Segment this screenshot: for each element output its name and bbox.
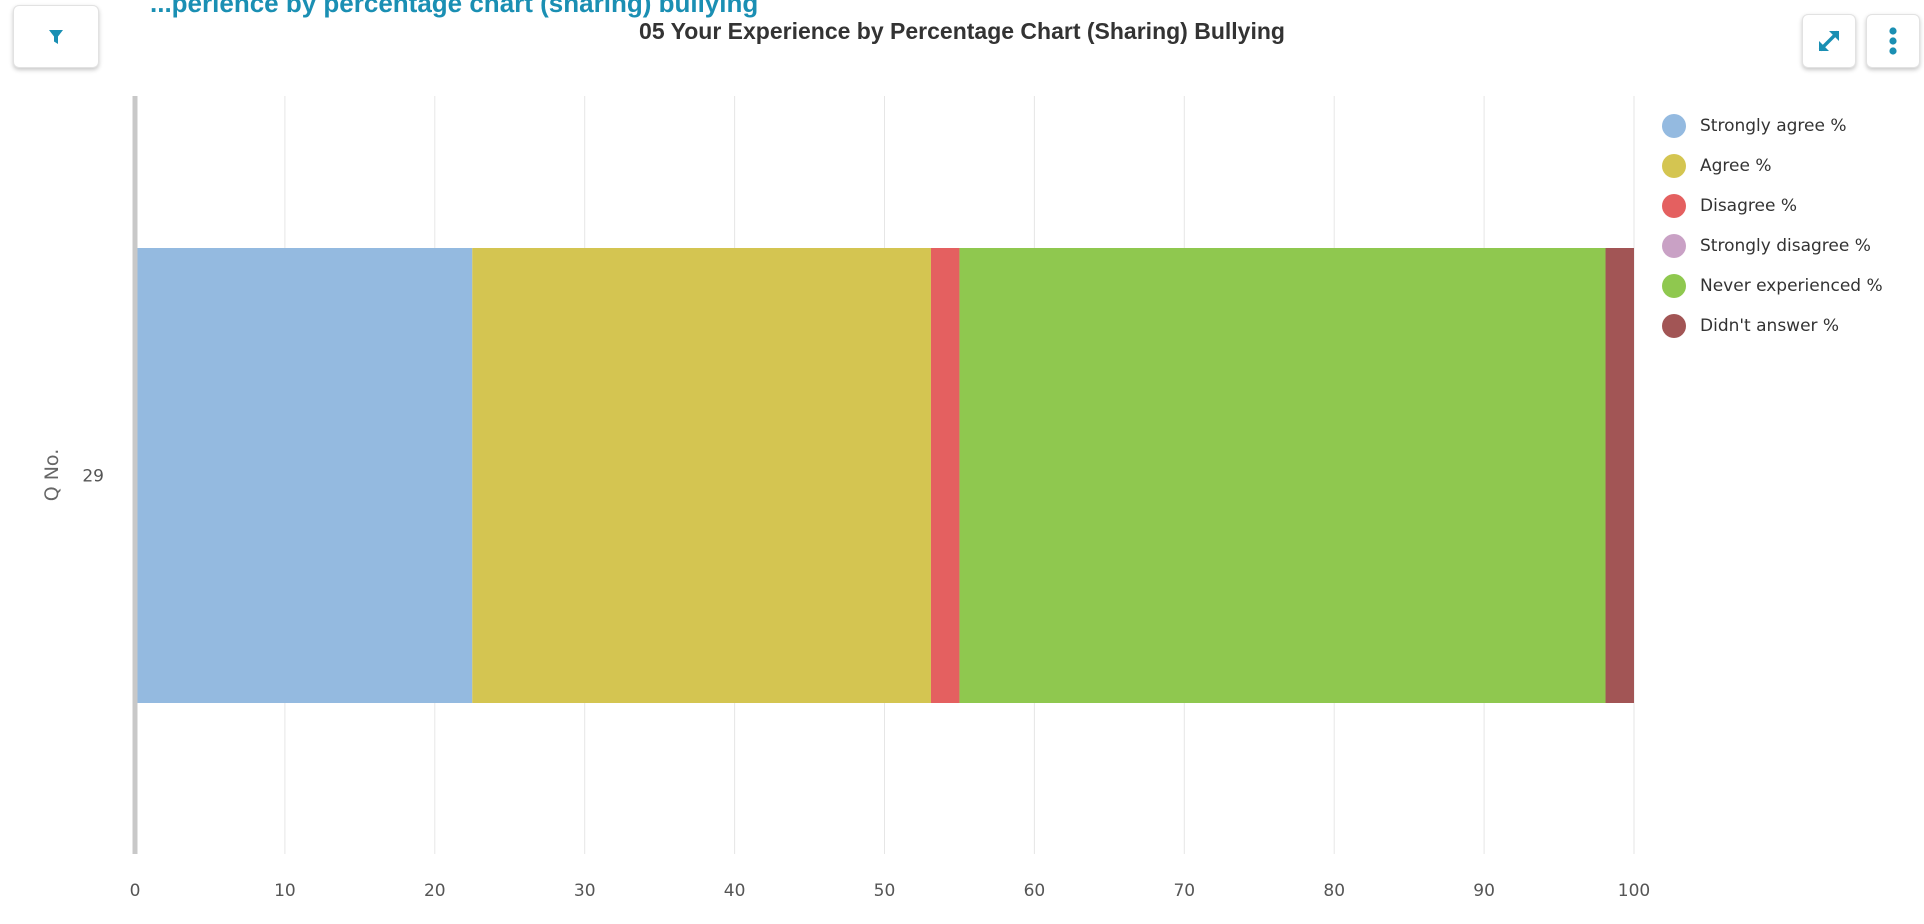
legend-swatch	[1662, 314, 1686, 338]
legend-swatch	[1662, 274, 1686, 298]
x-tick-label: 100	[1618, 881, 1650, 901]
chart-legend: Strongly agree % Agree % Disagree % Strongl…	[1662, 106, 1883, 346]
expand-button[interactable]	[1802, 14, 1856, 68]
bar-segment	[472, 248, 931, 703]
legend-item[interactable]: Strongly disagree %	[1662, 226, 1883, 266]
legend-item[interactable]: Didn't answer %	[1662, 306, 1883, 346]
x-tick-label: 30	[574, 881, 596, 901]
x-tick-label: 0	[130, 881, 141, 901]
bar-segment	[959, 248, 1606, 703]
chart-title: 05 Your Experience by Percentage Chart (…	[639, 18, 1285, 44]
legend-swatch	[1662, 114, 1686, 138]
legend-label: Agree %	[1700, 156, 1772, 176]
legend-label: Never experienced %	[1700, 276, 1883, 296]
legend-label: Didn't answer %	[1700, 316, 1840, 336]
x-tick-label: 80	[1323, 881, 1345, 901]
legend-label: Strongly disagree %	[1700, 236, 1871, 256]
x-tick-label: 40	[724, 881, 746, 901]
x-tick-label: 90	[1473, 881, 1495, 901]
y-axis-label: Q No.	[41, 449, 63, 502]
y-tick-label: 29	[82, 467, 104, 487]
legend-swatch	[1662, 194, 1686, 218]
legend-item[interactable]: Never experienced %	[1662, 266, 1883, 306]
bar-segment	[135, 248, 473, 703]
legend-item[interactable]: Agree %	[1662, 146, 1883, 186]
clipped-header-title: ...perience by percentage chart (sharing…	[150, 0, 759, 18]
more-options-button[interactable]	[1866, 14, 1920, 68]
x-tick-label: 70	[1173, 881, 1195, 901]
x-tick-label: 20	[424, 881, 446, 901]
bar-segment	[930, 248, 960, 703]
more-vertical-icon	[1888, 27, 1898, 55]
legend-item[interactable]: Disagree %	[1662, 186, 1883, 226]
expand-icon	[1814, 26, 1844, 56]
bar-segment	[1605, 248, 1634, 703]
legend-label: Strongly agree %	[1700, 116, 1847, 136]
filter-button[interactable]	[13, 5, 99, 68]
legend-label: Disagree %	[1700, 196, 1797, 216]
legend-swatch	[1662, 234, 1686, 258]
x-tick-label: 60	[1024, 881, 1046, 901]
legend-swatch	[1662, 154, 1686, 178]
x-tick-label: 10	[274, 881, 296, 901]
legend-item[interactable]: Strongly agree %	[1662, 106, 1883, 146]
filter-icon	[48, 29, 64, 45]
x-tick-label: 50	[874, 881, 896, 901]
